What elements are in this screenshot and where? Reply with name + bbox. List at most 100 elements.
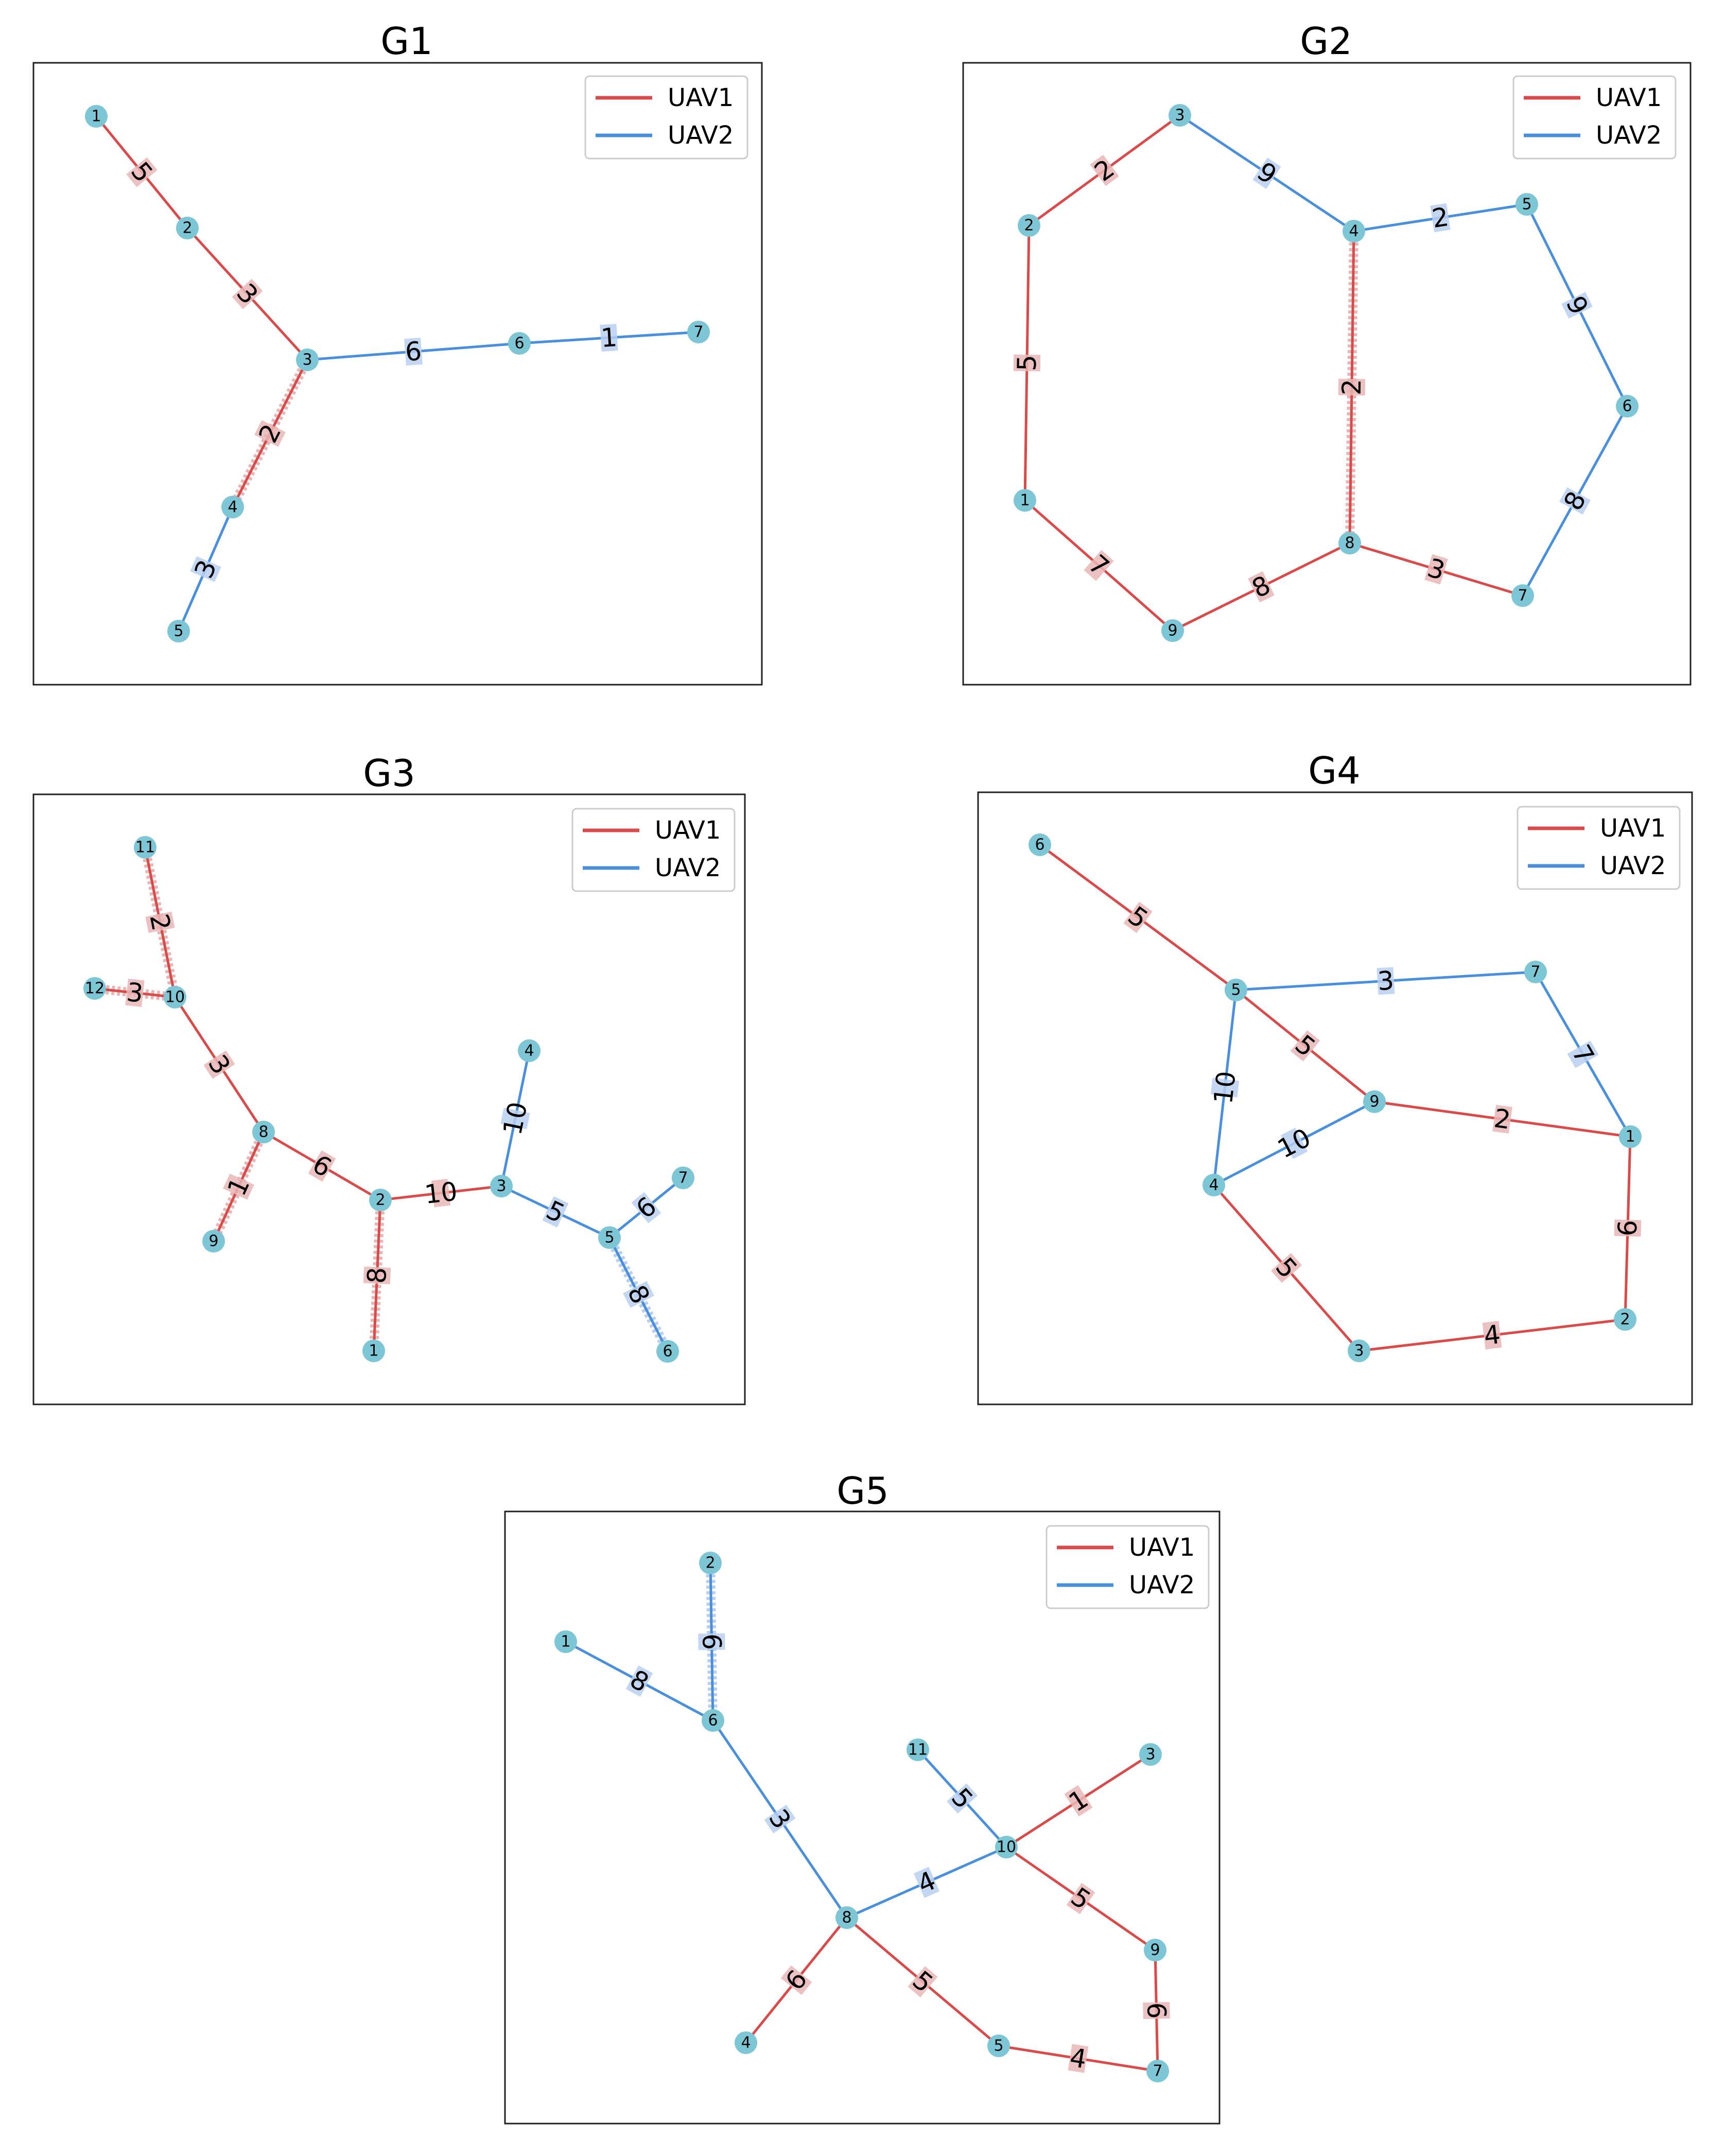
- edge-weight-text: 4: [913, 1866, 940, 1900]
- node-label: 9: [1369, 1093, 1379, 1111]
- graph-node: 1: [554, 1630, 577, 1653]
- legend-label-uav1: UAV1: [668, 83, 734, 112]
- node-label: 5: [173, 622, 183, 640]
- node-label: 5: [604, 1229, 614, 1247]
- edge-weight-text: 9: [1252, 157, 1282, 190]
- node-label: 7: [693, 323, 703, 341]
- edge-weight-label: 5: [1012, 354, 1042, 372]
- node-circle: [1343, 220, 1365, 242]
- node-circle: [699, 1552, 722, 1574]
- node-circle: [164, 986, 186, 1009]
- edge-layer: 5 3 7 5 2 10 10 6 5 4: [1039, 843, 1643, 1352]
- node-circle: [1363, 1090, 1386, 1113]
- node-layer: 1 2 3 4 5 6 7 8 9: [1014, 104, 1639, 642]
- graph-node: 7: [687, 321, 710, 343]
- edge-weight-label: 1: [1064, 1784, 1093, 1818]
- edge-weight-label: 10: [423, 1176, 459, 1210]
- edge-weight-bg: [1492, 1105, 1512, 1134]
- node-circle: [202, 1230, 225, 1253]
- edge-weight-bg: [1376, 967, 1395, 995]
- edge-weight-text: 2: [1089, 153, 1120, 187]
- node-circle: [508, 332, 531, 355]
- edge-weight-bg: [764, 1804, 796, 1834]
- node-label: 6: [1035, 836, 1044, 854]
- node-label: 6: [514, 335, 524, 353]
- edge-weight-bg: [1248, 571, 1275, 603]
- graph-node: 3: [1348, 1340, 1370, 1362]
- legend: UAV1 UAV2: [584, 75, 748, 160]
- node-circle: [1014, 489, 1036, 512]
- edge-weight-text: 2: [144, 911, 176, 933]
- edge-weight-label: 3: [125, 977, 145, 1009]
- node-label: 10: [165, 988, 185, 1006]
- edge-weight-bg: [203, 1050, 235, 1079]
- node-circle: [554, 1630, 577, 1653]
- legend-label-uav2: UAV2: [1600, 851, 1666, 880]
- graph-node: 12: [83, 977, 106, 1000]
- edge-weight-text: 10: [1273, 1123, 1315, 1164]
- node-label: 3: [1354, 1342, 1364, 1360]
- legend: UAV1 UAV2: [1512, 75, 1677, 160]
- edge-weight-bg: [631, 1192, 661, 1224]
- edge-weight-bg: [1270, 1253, 1302, 1283]
- edge-weight-text: 8: [362, 1266, 392, 1284]
- edge-weight-text: 3: [1424, 553, 1448, 586]
- legend-label-uav1: UAV1: [1596, 83, 1662, 112]
- node-circle: [1524, 961, 1547, 983]
- graph-node: 2: [176, 217, 199, 239]
- edge-weight-bg: [1338, 378, 1366, 396]
- edge-weight-text: 4: [1482, 1319, 1502, 1351]
- edge-weight-bg: [232, 279, 263, 309]
- edge-weight-text: 3: [763, 1804, 797, 1834]
- node-label: 5: [1231, 981, 1241, 999]
- graph-node: 2: [1614, 1308, 1636, 1331]
- node-label: 7: [678, 1169, 688, 1187]
- edge-weight-label: 5: [1066, 1882, 1096, 1916]
- edge-weight-text: 1: [1064, 1784, 1093, 1818]
- edge-weight-label: 6: [779, 1964, 813, 1996]
- node-circle: [835, 1906, 858, 1929]
- edge-weight-text: 4: [1068, 2042, 1089, 2074]
- graph-node: 8: [1338, 532, 1361, 554]
- edge-weight-label: 8: [621, 1280, 655, 1309]
- node-circle: [83, 977, 106, 1000]
- edge-weight-label: 2: [1430, 202, 1451, 234]
- node-circle: [1146, 2060, 1169, 2082]
- node-label: 1: [369, 1342, 378, 1360]
- edge-weight-text: 10: [423, 1176, 459, 1210]
- node-label: 1: [1020, 492, 1030, 510]
- edge-weight-bg: [698, 1633, 725, 1650]
- graph-node: 5: [987, 2035, 1010, 2057]
- graph-panel-g2: G2 2 9 2 9 8 5 7 8 3 2 1 2 3 4 5 6 7 8 9 UAV1 UAV2: [962, 20, 1692, 686]
- edge-weight-label: 5: [907, 1965, 939, 1998]
- edge-weight-text: 3: [189, 555, 223, 582]
- edge-weight-bg: [1123, 901, 1153, 933]
- node-circle: [907, 1738, 929, 1761]
- node-circle: [362, 1340, 385, 1362]
- edge-weight-bg: [1084, 550, 1114, 581]
- edge-weight-label: 3: [1376, 966, 1395, 997]
- panel-frame: [504, 1510, 1221, 2125]
- node-circle: [1029, 833, 1051, 856]
- edge-weight-bg: [126, 157, 158, 187]
- edge-weight-bg: [190, 556, 221, 582]
- edge-layer: 2 9 2 9 8 5 7 8 3 2: [1012, 114, 1629, 632]
- node-label: 12: [85, 980, 104, 998]
- edge-weight-text: 6: [631, 1191, 662, 1224]
- node-label: 6: [1622, 397, 1632, 415]
- panel-frame: [977, 791, 1693, 1405]
- legend-label-uav2: UAV2: [1129, 1571, 1195, 1599]
- graph-node: 2: [369, 1189, 392, 1211]
- panel-title: G2: [1300, 20, 1352, 63]
- graph-node: 2: [1018, 214, 1040, 237]
- edge-weight-label: 3: [189, 555, 223, 582]
- edge-weight-text: 6: [307, 1149, 337, 1183]
- legend: UAV1 UAV2: [571, 808, 736, 892]
- graph-node: 3: [296, 349, 319, 371]
- edge-weight-label: 2: [1492, 1103, 1512, 1135]
- graph-node: 6: [508, 332, 531, 355]
- edge-weight-bg: [1482, 1320, 1502, 1350]
- graph-node: 11: [134, 836, 156, 859]
- graph-panel-g4: G4 5 3 7 5 2 10 10 6 5 4 1 2 3 4 5 6 7 9 UAV1 UAV2: [977, 749, 1693, 1405]
